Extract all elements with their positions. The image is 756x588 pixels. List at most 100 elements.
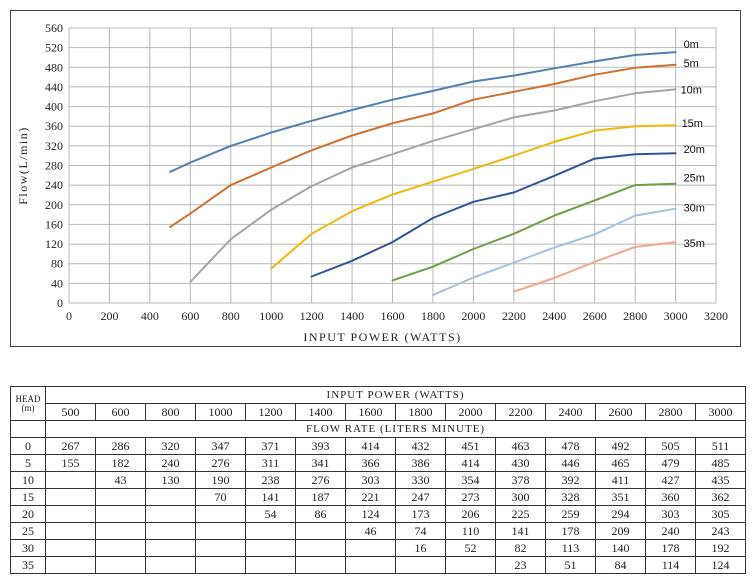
flow-value-cell — [145, 539, 196, 557]
flow-value-cell: 478 — [545, 437, 596, 455]
flow-value-cell: 54 — [245, 505, 296, 523]
table-row: 10 43 130 190 238 276 303 330 354 378 392 411 427 435 — [10, 471, 747, 489]
flow-value-cell — [95, 522, 146, 540]
flow-value-cell: 221 — [345, 488, 396, 506]
flow-value-cell: 206 — [445, 505, 496, 523]
blank-cell — [10, 420, 46, 438]
x-tick-label: 3000 — [664, 309, 688, 323]
power-column-header: 2200 — [495, 403, 546, 421]
y-tick-label: 520 — [45, 41, 63, 55]
flow-value-cell — [95, 539, 146, 557]
x-tick-label: 2000 — [461, 309, 485, 323]
head-value-cell: 10 — [10, 471, 46, 489]
flow-value-cell: 52 — [445, 539, 496, 557]
flow-value-cell: 427 — [645, 471, 696, 489]
x-axis-title: INPUT POWER (WATTS) — [303, 330, 461, 344]
flow-value-cell: 341 — [295, 454, 346, 472]
flow-value-cell: 435 — [694, 471, 747, 489]
power-column-header: 800 — [145, 403, 196, 421]
flow-value-cell — [45, 539, 96, 557]
flow-value-cell: 267 — [45, 437, 96, 455]
flow-value-cell: 247 — [395, 488, 446, 506]
table-header-row: HEAD (m) INPUT POWER (WATTS) — [10, 386, 747, 421]
head-value-cell: 0 — [10, 437, 46, 455]
flow-value-cell — [395, 556, 446, 574]
flow-value-cell — [245, 556, 296, 574]
flow-value-cell — [145, 556, 196, 574]
head-label: HEAD — [15, 393, 41, 404]
flow-value-cell: 192 — [694, 539, 747, 557]
flow-value-cell: 124 — [694, 556, 747, 574]
y-tick-label: 440 — [45, 80, 63, 94]
power-column-header: 1800 — [395, 403, 446, 421]
flow-value-cell: 414 — [445, 454, 496, 472]
series-line-20m — [310, 152, 677, 278]
x-tick-label: 200 — [100, 309, 118, 323]
power-column-header: 1400 — [295, 403, 346, 421]
table-row: 20 54 86 124 173 206 225 259 294 303 305 — [10, 505, 747, 523]
x-tick-label: 1400 — [340, 309, 364, 323]
flow-value-cell: 141 — [245, 488, 296, 506]
series-line-0m — [169, 51, 677, 173]
flow-value-cell — [295, 556, 346, 574]
table-row: 35 23 51 84 114 124 — [10, 556, 747, 574]
flow-value-cell: 392 — [545, 471, 596, 489]
flow-value-cell: 240 — [645, 522, 696, 540]
x-tick-label: 2600 — [583, 309, 607, 323]
flow-value-cell — [45, 488, 96, 506]
flow-value-cell: 465 — [595, 454, 646, 472]
flow-title-row: FLOW RATE (LITERS MINUTE) — [10, 420, 747, 438]
flow-value-cell: 479 — [645, 454, 696, 472]
flow-value-cell: 178 — [645, 539, 696, 557]
y-tick-label: 120 — [45, 237, 63, 251]
flow-value-cell: 182 — [95, 454, 146, 472]
table-row: 15 70 141 187 221 247 273 300 328 351 360 362 — [10, 488, 747, 506]
flow-value-cell: 46 — [345, 522, 396, 540]
flow-value-cell: 141 — [495, 522, 546, 540]
x-tick-label: 1800 — [421, 309, 445, 323]
y-tick-label: 240 — [45, 178, 63, 192]
series-label-5m: 5m — [684, 58, 699, 70]
power-column-header: 2800 — [645, 403, 696, 421]
flow-value-cell: 463 — [495, 437, 546, 455]
head-value-cell: 35 — [10, 556, 46, 574]
x-tick-label: 3200 — [704, 309, 728, 323]
head-header-cell: HEAD (m) — [10, 386, 46, 421]
flow-value-cell — [195, 505, 246, 523]
head-value-cell: 20 — [10, 505, 46, 523]
flow-value-cell: 273 — [445, 488, 496, 506]
x-tick-label: 2800 — [623, 309, 647, 323]
flow-value-cell: 43 — [95, 471, 146, 489]
flow-value-cell — [245, 539, 296, 557]
flow-value-cell: 140 — [595, 539, 646, 557]
power-column-header: 2600 — [595, 403, 646, 421]
flow-value-cell: 492 — [595, 437, 646, 455]
flow-value-cell: 16 — [395, 539, 446, 557]
flow-value-cell: 347 — [195, 437, 246, 455]
y-tick-label: 320 — [45, 139, 63, 153]
flow-value-cell: 74 — [395, 522, 446, 540]
power-title-cell: INPUT POWER (WATTS) — [44, 386, 747, 404]
head-unit: (m) — [21, 402, 35, 413]
flow-value-cell: 286 — [95, 437, 146, 455]
flow-value-cell: 173 — [395, 505, 446, 523]
x-tick-label: 800 — [222, 309, 240, 323]
flow-chart: 0 40 80 120 160 200 240 280 320 360 400 440 480 520 56… — [16, 21, 728, 344]
power-column-header: 1600 — [345, 403, 396, 421]
flow-value-cell: 84 — [595, 556, 646, 574]
flow-value-cell: 243 — [694, 522, 747, 540]
y-tick-label: 280 — [45, 159, 63, 173]
table-row: 5 155 182 240 276 311 341 366 386 414 430 446 465 479… — [10, 454, 747, 472]
head-value-cell: 25 — [10, 522, 46, 540]
series-line-15m — [270, 124, 677, 270]
power-column-header: 600 — [95, 403, 146, 421]
flow-value-cell — [45, 522, 96, 540]
flow-value-cell: 23 — [495, 556, 546, 574]
flow-value-cell — [195, 539, 246, 557]
flow-value-cell — [195, 522, 246, 540]
power-column-header: 3000 — [694, 403, 747, 421]
flow-value-cell: 155 — [45, 454, 96, 472]
flow-value-cell: 430 — [495, 454, 546, 472]
flow-value-cell: 366 — [345, 454, 396, 472]
flow-value-cell: 238 — [245, 471, 296, 489]
